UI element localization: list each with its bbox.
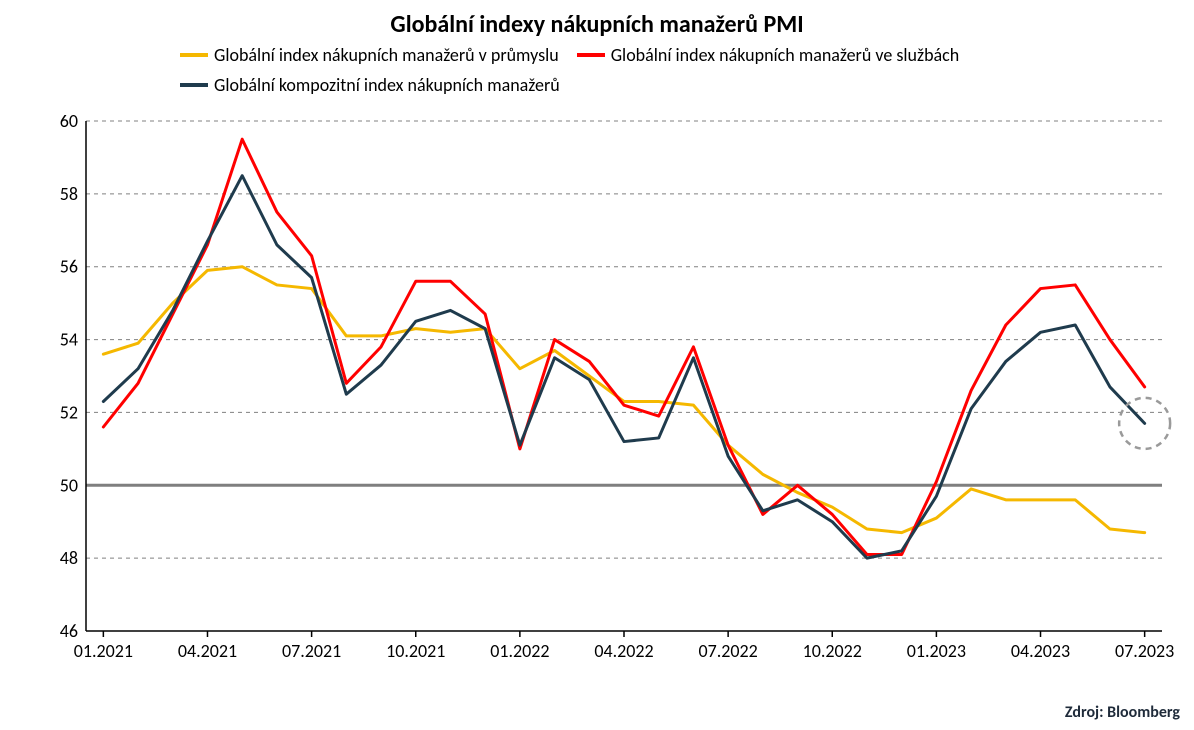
series-layer — [103, 139, 1144, 558]
series-line-1 — [103, 139, 1144, 554]
x-tick-label: 04.2022 — [594, 640, 653, 662]
plot-area: 46 48 50 52 54 56 58 60 01.2021 04.2021 07.2021 10… — [50, 115, 1174, 665]
series-line-0 — [103, 267, 1144, 533]
x-axis-labels: 01.2021 04.2021 07.2021 10.2021 01.2022 04.20… — [74, 640, 1174, 662]
source-text: Zdroj: Bloomberg — [1065, 703, 1180, 722]
y-tick-label: 50 — [60, 474, 78, 496]
legend-swatch-composite — [180, 83, 208, 87]
legend-label-services: Globální index nákupních manažerů ve slu… — [611, 44, 960, 66]
axis-layer — [86, 121, 1162, 637]
chart-title: Globální indexy nákupních manažerů PMI — [0, 10, 1194, 39]
y-tick-label: 56 — [60, 256, 78, 278]
y-tick-label: 46 — [60, 620, 78, 642]
legend-label-composite: Globální kompozitní index nákupních mana… — [214, 74, 560, 96]
chart-container: Globální indexy nákupních manažerů PMI G… — [0, 0, 1194, 730]
x-tick-label: 07.2023 — [1115, 640, 1174, 662]
legend-label-manufacturing: Globální index nákupních manažerů v prům… — [214, 44, 559, 66]
x-tick-label: 01.2023 — [907, 640, 966, 662]
x-tick-label: 01.2022 — [490, 640, 549, 662]
series-line-2 — [103, 176, 1144, 559]
legend-row: Globální index nákupních manažerů v prům… — [180, 44, 1080, 96]
legend-item-manufacturing: Globální index nákupních manažerů v prům… — [180, 44, 559, 66]
y-tick-label: 60 — [60, 115, 78, 132]
y-tick-label: 52 — [60, 401, 78, 423]
legend-item-composite: Globální kompozitní index nákupních mana… — [180, 74, 560, 96]
legend-item-services: Globální index nákupních manažerů ve slu… — [577, 44, 960, 66]
y-tick-label: 54 — [60, 329, 78, 351]
x-tick-label: 04.2023 — [1011, 640, 1070, 662]
y-tick-label: 58 — [60, 183, 78, 205]
x-tick-label: 04.2021 — [178, 640, 237, 662]
x-tick-label: 10.2021 — [386, 640, 445, 662]
y-tick-label: 48 — [60, 547, 78, 569]
x-tick-label: 10.2022 — [803, 640, 862, 662]
x-tick-label: 07.2021 — [282, 640, 341, 662]
y-axis-labels: 46 48 50 52 54 56 58 60 — [60, 115, 78, 642]
x-tick-label: 01.2021 — [74, 640, 133, 662]
legend-swatch-services — [577, 53, 605, 57]
plot-svg: 46 48 50 52 54 56 58 60 01.2021 04.2021 07.2021 10… — [50, 115, 1174, 665]
legend: Globální index nákupních manažerů v prům… — [180, 44, 1080, 96]
legend-swatch-manufacturing — [180, 53, 208, 57]
x-tick-label: 07.2022 — [698, 640, 757, 662]
